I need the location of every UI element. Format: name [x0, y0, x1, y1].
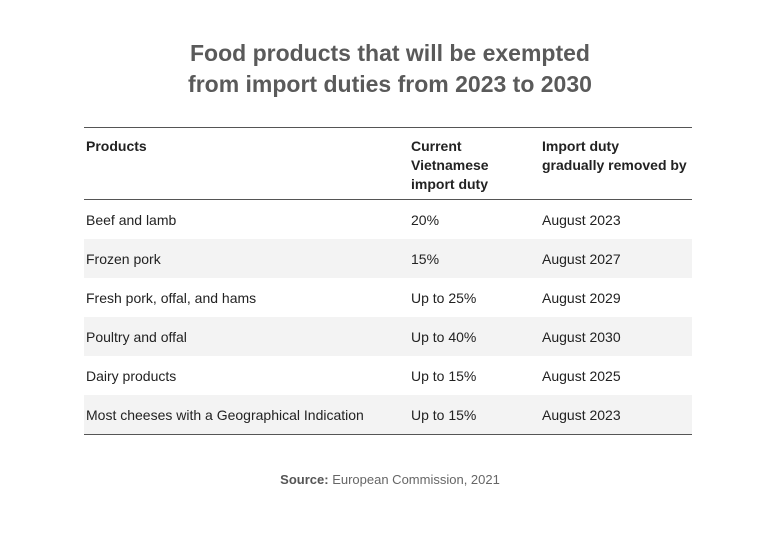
- source-label: Source:: [280, 472, 329, 487]
- duty-cell: 15%: [411, 250, 440, 267]
- title-line-1: Food products that will be exempted: [190, 40, 590, 66]
- removal-date-cell: August 2029: [542, 289, 621, 306]
- duty-cell: Up to 15%: [411, 406, 477, 423]
- duty-cell: Up to 15%: [411, 367, 477, 384]
- header-removed-by: Import duty gradually removed by: [540, 128, 692, 200]
- product-cell: Poultry and offal: [86, 328, 187, 345]
- product-cell: Most cheeses with a Geographical Indicat…: [86, 406, 364, 423]
- header-products: Products: [86, 138, 147, 154]
- duty-cell: 20%: [411, 211, 440, 228]
- duty-cell: Up to 40%: [411, 328, 477, 345]
- source-text: European Commission, 2021: [332, 472, 500, 487]
- product-cell: Frozen pork: [86, 250, 161, 267]
- table-row: Beef and lamb 20% August 2023: [84, 200, 692, 240]
- header-line: Import duty: [542, 138, 619, 154]
- removal-date-cell: August 2025: [542, 367, 621, 384]
- title-line-2: from import duties from 2023 to 2030: [188, 71, 592, 97]
- product-cell: Beef and lamb: [86, 211, 177, 228]
- header-line: import duty: [411, 176, 488, 192]
- product-cell: Dairy products: [86, 367, 177, 384]
- product-cell: Fresh pork, offal, and hams: [86, 289, 257, 306]
- duty-cell: Up to 25%: [411, 289, 477, 306]
- products-table: Products Current Vietnamese import duty …: [84, 127, 692, 435]
- table-row: Poultry and offal Up to 40% August 2030: [84, 317, 692, 356]
- header-line: Vietnamese: [411, 157, 489, 173]
- table-row: Most cheeses with a Geographical Indicat…: [84, 395, 692, 435]
- table-row: Dairy products Up to 15% August 2025: [84, 356, 692, 395]
- header-line: gradually removed by: [542, 157, 687, 173]
- removal-date-cell: August 2023: [542, 406, 621, 423]
- table-header-row: Products Current Vietnamese import duty …: [84, 127, 692, 200]
- removal-date-cell: August 2027: [542, 250, 621, 267]
- header-current-duty: Current Vietnamese import duty: [409, 128, 540, 200]
- table-row: Fresh pork, offal, and hams Up to 25% Augu…: [84, 278, 692, 317]
- removal-date-cell: August 2023: [542, 211, 621, 228]
- removal-date-cell: August 2030: [542, 328, 621, 345]
- source-note: Source: European Commission, 2021: [0, 472, 780, 487]
- header-line: Current: [411, 138, 462, 154]
- chart-title: Food products that will be exempted from…: [0, 38, 780, 100]
- table-row: Frozen pork 15% August 2027: [84, 239, 692, 278]
